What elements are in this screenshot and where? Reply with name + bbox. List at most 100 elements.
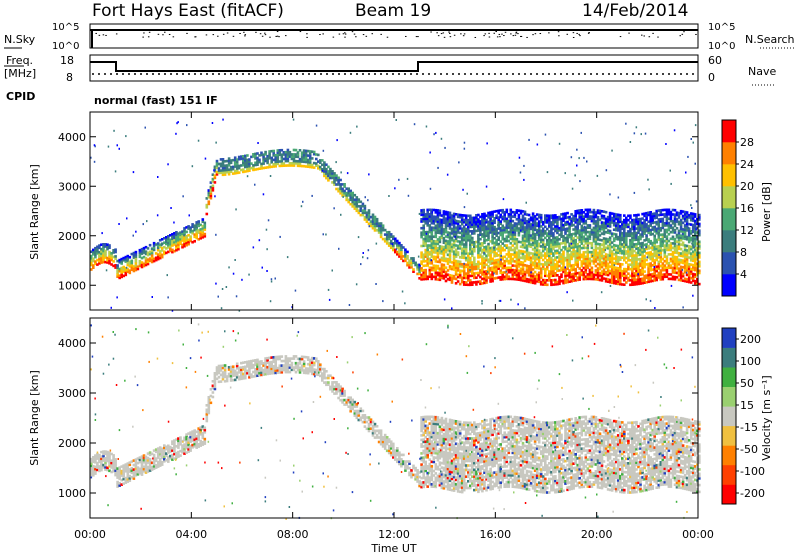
- colorbar-tick-label: 8: [740, 246, 747, 259]
- nsky-dot: [277, 36, 279, 37]
- heatmap-cell: [552, 232, 555, 235]
- scatter-point: [643, 232, 645, 234]
- heatmap-cell: [364, 205, 367, 208]
- heatmap-cell: [534, 271, 537, 274]
- scatter-point: [215, 234, 217, 236]
- scatter-point: [481, 300, 483, 302]
- nsky-dot: [649, 36, 651, 37]
- scatter-point: [157, 176, 159, 178]
- nave-tick-0: 0: [708, 71, 715, 84]
- scatter-point: [462, 189, 464, 191]
- scatter-point: [266, 229, 268, 231]
- heatmap-cell: [204, 222, 207, 225]
- heatmap-cell: [202, 218, 205, 221]
- colorbar-segment: [722, 252, 736, 274]
- heatmap-cell: [204, 224, 207, 227]
- scatter-point: [170, 207, 172, 209]
- heatmap-cell: [135, 253, 138, 256]
- scatter-point: [578, 157, 580, 159]
- scatter-point: [457, 248, 459, 250]
- heatmap-cell: [147, 247, 150, 250]
- heatmap-cell: [327, 179, 330, 182]
- scatter-point: [630, 141, 632, 143]
- scatter-point: [333, 207, 335, 209]
- heatmap-cell: [524, 211, 527, 214]
- nsky-dot: [306, 33, 308, 34]
- scatter-point: [257, 142, 259, 144]
- scatter-point: [506, 271, 508, 273]
- scatter-point: [388, 195, 390, 197]
- scatter-point: [106, 269, 108, 271]
- beam-title: Beam 19: [355, 1, 431, 21]
- nsky-dot: [576, 33, 578, 34]
- heatmap-cell: [135, 251, 138, 254]
- scatter-point: [218, 296, 220, 298]
- heatmap-cell: [230, 162, 233, 165]
- heatmap-cell: [676, 227, 679, 230]
- nsky-dot: [463, 35, 465, 36]
- scatter-point: [133, 235, 135, 237]
- heatmap-cell: [645, 234, 648, 237]
- heatmap-cell: [193, 240, 196, 243]
- scatter-point: [340, 171, 342, 173]
- heatmap-cell: [619, 279, 622, 282]
- scatter-point: [625, 123, 627, 125]
- scatter-point: [523, 179, 525, 181]
- y-tick-label: 2000: [58, 230, 86, 243]
- station-title: Fort Hays East (fitACF): [92, 1, 284, 21]
- nsky-dot: [239, 33, 241, 34]
- heatmap-cell: [621, 263, 624, 266]
- scatter-point: [610, 285, 612, 287]
- scatter-point: [647, 256, 649, 258]
- nsky-dot: [355, 36, 357, 37]
- nsky-dot: [233, 36, 235, 37]
- heatmap-cell: [544, 226, 547, 229]
- nsky-dot: [448, 32, 450, 33]
- nsky-dots: [95, 31, 696, 38]
- heatmap-cell: [643, 255, 646, 258]
- nsky-dot: [558, 31, 560, 32]
- scatter-point: [368, 249, 370, 251]
- heatmap-cell: [623, 214, 626, 217]
- nsky-dot: [372, 33, 374, 34]
- scatter-point: [101, 232, 103, 234]
- heatmap-cell: [660, 251, 663, 254]
- nsky-dot: [620, 36, 622, 37]
- scatter-point: [270, 300, 272, 302]
- heatmap-cell: [637, 214, 640, 217]
- scatter-point: [404, 302, 406, 304]
- cpid-text: normal (fast) 151 IF: [94, 94, 218, 107]
- nsky-dot: [344, 32, 346, 33]
- heatmap-cell: [538, 249, 541, 252]
- nsky-dot: [380, 34, 382, 35]
- nsky-tick-bottom: 10^0: [52, 41, 79, 52]
- nsky-dot: [206, 34, 208, 35]
- scatter-point: [295, 290, 297, 292]
- heatmap-cell: [437, 265, 440, 268]
- heatmap-cell: [137, 268, 140, 271]
- scatter-point: [145, 127, 147, 129]
- heatmap-cell: [287, 158, 290, 161]
- scatter-point: [648, 188, 650, 190]
- scatter-point: [572, 300, 574, 302]
- colorbar-segment: [722, 230, 736, 252]
- scatter-point: [167, 274, 169, 276]
- nsky-dot: [262, 36, 264, 37]
- heatmap-cell: [503, 262, 506, 265]
- scatter-point: [611, 150, 613, 152]
- heatmap-cell: [167, 460, 170, 463]
- freq-label-1: Freq.: [6, 54, 33, 67]
- nsky-dot: [173, 36, 175, 37]
- power-ylabel: Slant Range [km]: [28, 164, 41, 260]
- scatter-point: [94, 144, 96, 146]
- heatmap-cell: [100, 469, 103, 472]
- scatter-point: [332, 270, 334, 272]
- scatter-point: [691, 138, 693, 140]
- scatter-point: [547, 171, 549, 173]
- scatter-point: [301, 205, 303, 207]
- heatmap-cell: [459, 261, 462, 264]
- scatter-point: [118, 223, 120, 225]
- scatter-point: [173, 222, 175, 224]
- nsky-dot: [643, 35, 645, 36]
